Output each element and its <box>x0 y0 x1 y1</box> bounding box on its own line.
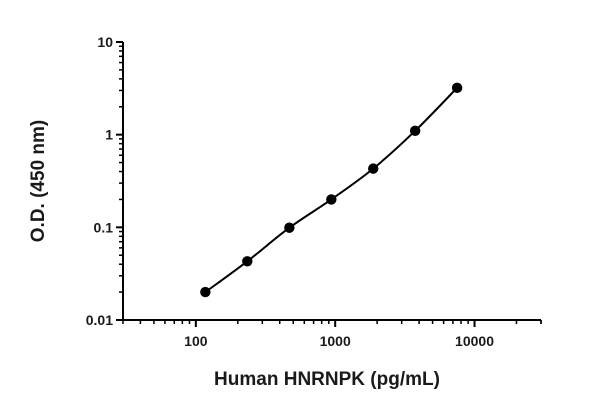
data-point <box>284 222 295 233</box>
data-point <box>326 194 337 205</box>
ticks <box>116 41 542 327</box>
data-point <box>242 256 253 267</box>
y-tick-label: 1 <box>105 127 113 143</box>
axes <box>122 42 541 321</box>
data-point <box>409 125 421 137</box>
y-axis-title: O.D. (450 nm) <box>28 120 49 242</box>
x-tick-label: 1000 <box>320 333 351 349</box>
y-tick-label: 0.01 <box>86 312 113 328</box>
x-tick-label: 100 <box>184 333 208 349</box>
x-tick-label: 10000 <box>455 333 494 349</box>
data-points <box>200 82 463 298</box>
tick-labels: 0.01 0.1 1 10 100 1000 10000 <box>86 34 494 349</box>
data-point <box>200 286 211 298</box>
data-point <box>368 163 379 174</box>
x-axis-title: Human HNRNPK (pg/mL) <box>214 369 440 390</box>
y-tick-label: 0.1 <box>94 219 114 235</box>
data-point <box>451 82 463 94</box>
y-tick-label: 10 <box>97 34 113 50</box>
